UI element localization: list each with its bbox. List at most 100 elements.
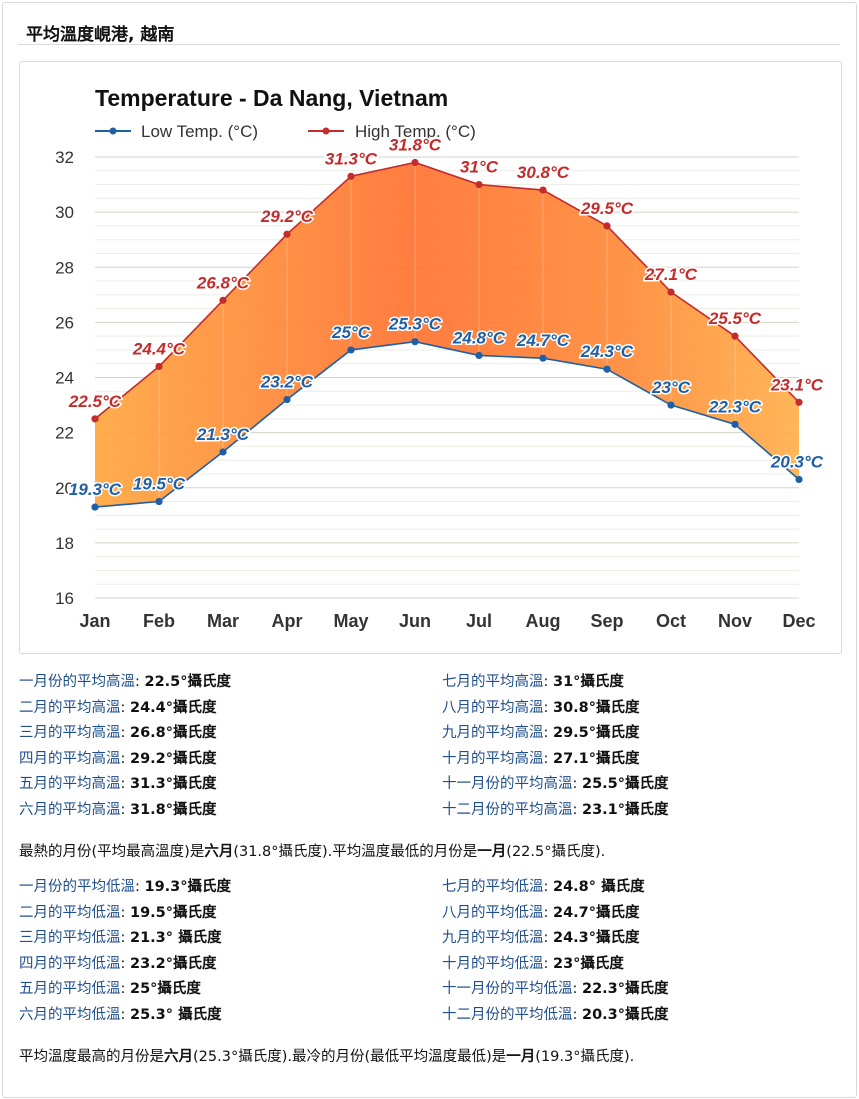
low-temp-data-label: 24.8°C xyxy=(452,328,506,347)
month-value: 27.1°攝氏度 xyxy=(553,750,640,767)
list-item: 五月的平均高溫: 31.3°攝氏度 xyxy=(19,776,217,793)
low-temp-point xyxy=(347,346,355,354)
month-label[interactable]: 九月的平均高溫 xyxy=(442,725,544,742)
low-temp-data-label: 19.5°C xyxy=(133,475,186,494)
y-tick-label: 20 xyxy=(55,479,74,498)
month-label[interactable]: 七月的平均高溫 xyxy=(442,674,544,690)
month-label[interactable]: 一月份的平均低溫 xyxy=(19,879,135,895)
month-label[interactable]: 十月的平均高溫 xyxy=(442,750,544,767)
month-label[interactable]: 五月的平均高溫 xyxy=(19,776,121,793)
legend-high-label[interactable]: High Temp. (°C) xyxy=(355,122,476,141)
month-value: 25.5°攝氏度 xyxy=(582,776,669,793)
month-label[interactable]: 四月的平均低溫 xyxy=(19,955,121,972)
data-labels: 19.3°C 19.5°C 21.3°C 23.2°C 25°C 25.3°C 24.8°C… xyxy=(66,134,825,501)
y-axis: 16 18 20 22 24 26 28 30 32 xyxy=(55,148,74,608)
high-temp-list-right: 七月的平均高溫: 31°攝氏度 八月的平均高溫: 30.8°攝氏度 九月的平均高… xyxy=(442,670,669,824)
low-temp-data-label: 23.2°C xyxy=(260,373,314,392)
low-temp-data-label: 24.3°C xyxy=(580,342,634,361)
month-label[interactable]: 十一月份的平均低溫 xyxy=(442,981,573,998)
month-label[interactable]: 二月的平均高溫 xyxy=(19,699,121,716)
x-tick-label: May xyxy=(333,611,368,631)
list-item: 九月的平均高溫: 29.5°攝氏度 xyxy=(442,725,640,742)
x-tick-label: Jan xyxy=(79,611,110,631)
high-temp-point xyxy=(411,158,419,167)
month-label[interactable]: 十二月份的平均低溫 xyxy=(442,1006,573,1023)
month-value: 23°攝氏度 xyxy=(553,955,624,972)
y-tick-label: 26 xyxy=(55,313,74,332)
chart-svg: Temperature - Da Nang, Vietnam Low Temp.… xyxy=(55,85,825,631)
list-item: 八月的平均低溫: 24.7°攝氏度 xyxy=(442,904,640,921)
y-tick-label: 28 xyxy=(55,258,74,277)
list-item: 四月的平均高溫: 29.2°攝氏度 xyxy=(19,750,217,767)
low-temp-data-label: 24.7°C xyxy=(516,331,570,350)
month-label[interactable]: 十月的平均低溫 xyxy=(442,955,544,972)
low-temp-summary: 平均溫度最高的月份是六月(25.3°攝氏度).最冷的月份(最低平均溫度最低)是一… xyxy=(19,1045,634,1066)
high-temp-data-label: 27.1°C xyxy=(644,265,698,284)
high-temp-point xyxy=(91,415,99,423)
y-tick-label: 30 xyxy=(55,203,74,222)
x-tick-label: Aug xyxy=(526,611,561,631)
x-tick-label: Oct xyxy=(656,611,686,631)
month-value: 24.3°攝氏度 xyxy=(553,930,640,947)
summary-text: (22.5°攝氏度). xyxy=(506,844,606,860)
high-temp-data-label: 29.2°C xyxy=(260,207,314,226)
month-value: 30.8°攝氏度 xyxy=(553,699,640,716)
high-temp-list: 一月份的平均高溫: 22.5°攝氏度 二月的平均高溫: 24.4°攝氏度 三月的… xyxy=(19,670,839,824)
month-label[interactable]: 五月的平均低溫 xyxy=(19,981,121,998)
x-tick-label: Jul xyxy=(466,611,492,631)
list-item: 二月的平均低溫: 19.5°攝氏度 xyxy=(19,904,217,921)
list-item: 六月的平均低溫: 25.3° 攝氏度 xyxy=(19,1006,222,1023)
x-tick-label: Sep xyxy=(590,611,623,631)
month-value: 24.8° 攝氏度 xyxy=(553,879,645,895)
high-temp-data-label: 30.8°C xyxy=(517,163,570,182)
month-value: 31.3°攝氏度 xyxy=(130,776,217,793)
high-temp-data-label: 24.4°C xyxy=(132,339,186,358)
low-temp-point xyxy=(283,395,291,404)
month-label[interactable]: 十一月份的平均高溫 xyxy=(442,776,573,793)
high-temp-data-label: 29.5°C xyxy=(580,199,634,218)
month-label[interactable]: 八月的平均高溫 xyxy=(442,699,544,716)
summary-text: 最熱的月份(平均最高溫度)是 xyxy=(19,844,205,860)
month-label[interactable]: 四月的平均高溫 xyxy=(19,750,121,767)
summary-month: 六月 xyxy=(164,1049,193,1065)
grid xyxy=(95,156,799,599)
high-temp-data-label: 26.8°C xyxy=(196,273,250,292)
low-temp-data-label: 25°C xyxy=(331,323,371,342)
month-label[interactable]: 九月的平均低溫 xyxy=(442,930,544,947)
month-label[interactable]: 六月的平均低溫 xyxy=(19,1006,121,1023)
legend[interactable]: Low Temp. (°C) High Temp. (°C) xyxy=(95,122,476,141)
low-temp-list: 一月份的平均低溫: 19.3°攝氏度 二月的平均低溫: 19.5°攝氏度 三月的… xyxy=(19,875,839,1029)
low-temp-point xyxy=(219,448,227,456)
month-label[interactable]: 七月的平均低溫 xyxy=(442,879,544,895)
month-value: 22.5°攝氏度 xyxy=(144,674,232,690)
list-item: 六月的平均高溫: 31.8°攝氏度 xyxy=(19,801,217,818)
month-label[interactable]: 三月的平均高溫 xyxy=(19,725,121,742)
low-temp-point xyxy=(603,365,611,373)
list-item: 十二月份的平均低溫: 20.3°攝氏度 xyxy=(442,1006,669,1023)
list-item: 五月的平均低溫: 25°攝氏度 xyxy=(19,981,201,998)
page-title: 平均溫度峴港, 越南 xyxy=(26,25,175,45)
low-temp-list-left: 一月份的平均低溫: 19.3°攝氏度 二月的平均低溫: 19.5°攝氏度 三月的… xyxy=(19,875,231,1029)
month-value: 19.5°攝氏度 xyxy=(130,904,217,921)
month-label[interactable]: 十二月份的平均高溫 xyxy=(442,801,573,818)
legend-low-label[interactable]: Low Temp. (°C) xyxy=(141,122,258,141)
legend-low-marker xyxy=(109,127,117,135)
low-temp-data-label: 22.3°C xyxy=(708,397,762,416)
list-item: 三月的平均低溫: 21.3° 攝氏度 xyxy=(19,930,222,947)
summary-text: 平均溫度最高的月份是 xyxy=(19,1049,164,1065)
month-label[interactable]: 六月的平均高溫 xyxy=(19,801,121,818)
month-label[interactable]: 三月的平均低溫 xyxy=(19,930,121,947)
month-label[interactable]: 八月的平均低溫 xyxy=(442,904,544,921)
low-temp-data-label: 25.3°C xyxy=(388,315,442,334)
list-item: 九月的平均低溫: 24.3°攝氏度 xyxy=(442,930,640,947)
list-item: 三月的平均高溫: 26.8°攝氏度 xyxy=(19,725,217,742)
summary-month: 一月 xyxy=(477,844,507,860)
month-label[interactable]: 二月的平均低溫 xyxy=(19,904,121,921)
low-temp-point xyxy=(667,401,675,409)
y-tick-label: 22 xyxy=(55,424,74,443)
legend-high-marker xyxy=(322,127,330,135)
high-temp-point xyxy=(219,296,227,304)
month-value: 25.3° 攝氏度 xyxy=(130,1006,222,1023)
y-tick-label: 16 xyxy=(55,589,74,608)
month-label[interactable]: 一月份的平均高溫 xyxy=(19,674,135,690)
